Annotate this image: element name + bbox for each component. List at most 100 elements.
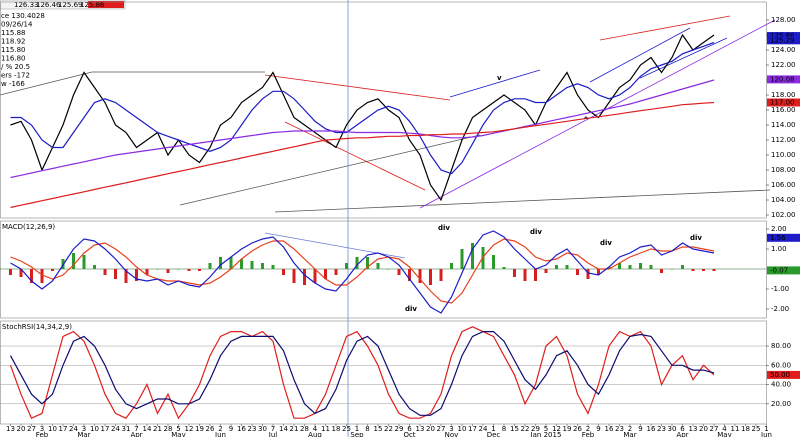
y-tick-label: 108.00 [771, 166, 796, 174]
value-badge-label: 117.00 [770, 99, 795, 107]
panel-frame [0, 220, 767, 319]
x-tick-label: 23 [248, 425, 257, 433]
y-tick-label: 116.00 [771, 106, 796, 114]
y-tick-label: 114.00 [771, 121, 796, 129]
x-tick-label: 13 [6, 425, 15, 433]
histogram-bar [702, 269, 705, 271]
info-label: ce 130.4028 [1, 12, 45, 20]
x-tick-label: 11 [731, 425, 740, 433]
trendline [284, 121, 426, 191]
y-tick-label: 2.00 [771, 225, 787, 233]
series-line [10, 33, 715, 202]
histogram-bar [681, 265, 684, 269]
quote-swatch [88, 1, 124, 8]
histogram-bar [555, 265, 558, 269]
histogram-bar [313, 269, 317, 283]
x-tick-label: 20 [699, 425, 708, 433]
month-label: Nov [445, 431, 459, 437]
x-tick-label: 20 [426, 425, 435, 433]
histogram-bar [376, 263, 380, 269]
x-tick-label: 29 [531, 425, 540, 433]
histogram-bar [250, 261, 254, 269]
histogram-bar [597, 269, 600, 275]
x-tick-label: 22 [384, 425, 393, 433]
x-tick-label: 2 [218, 425, 222, 433]
trendline [419, 19, 776, 209]
x-tick-label: 23 [657, 425, 666, 433]
quote-value: 126.46 [36, 1, 61, 9]
histogram-bar [460, 249, 464, 269]
histogram-bar [187, 269, 191, 271]
y-tick-label: -2.00 [771, 305, 789, 313]
x-tick-label: 8 [502, 425, 506, 433]
series-line [10, 79, 715, 179]
info-label: 118.92 [1, 38, 26, 46]
histogram-bar [282, 269, 285, 275]
month-label: May [717, 431, 731, 437]
x-tick-label: 14 [279, 425, 288, 433]
month-label: May [171, 431, 185, 437]
histogram-bar [712, 269, 716, 271]
trendline [264, 74, 451, 101]
histogram-bar [40, 269, 44, 283]
x-tick-label: 23 [615, 425, 624, 433]
y-tick-label: 124.00 [771, 46, 796, 54]
y-tick-label: 110.00 [771, 151, 796, 159]
x-tick-label: 17 [101, 425, 110, 433]
x-tick-label: 28 [164, 425, 173, 433]
trendline [449, 69, 541, 98]
histogram-bar [586, 269, 590, 279]
x-tick-label: 9 [229, 425, 233, 433]
x-tick-label: 10 [458, 425, 467, 433]
x-tick-label: 1 [491, 425, 495, 433]
x-tick-label: 1 [355, 425, 359, 433]
x-tick-label: 24 [111, 425, 120, 433]
y-tick-label: 102.00 [771, 211, 796, 219]
month-label: Jul [268, 431, 278, 437]
x-tick-label: 9 [638, 425, 642, 433]
histogram-bar [198, 269, 201, 271]
quote-value: 126.33 [14, 1, 39, 9]
value-badge [767, 370, 800, 379]
value-badge [767, 36, 800, 45]
x-tick-label: 19 [563, 425, 572, 433]
histogram-bar [618, 263, 621, 269]
histogram-bar [177, 269, 180, 270]
trendline [179, 134, 481, 206]
x-tick-label: 28 [300, 425, 309, 433]
x-tick-label: 3 [449, 425, 453, 433]
x-tick-label: 7 [271, 425, 275, 433]
histogram-bar [387, 269, 390, 270]
x-tick-label: 24 [479, 425, 488, 433]
value-badge [767, 98, 800, 107]
x-tick-label: 25 [342, 425, 351, 433]
y-tick-label: 128.00 [771, 16, 796, 24]
y-tick-label: 104.00 [771, 196, 796, 204]
x-tick-label: 13 [689, 425, 698, 433]
histogram-bar [607, 267, 611, 269]
trendline [589, 27, 691, 83]
x-tick-label: 9 [596, 425, 600, 433]
value-badge-label: 125.86 [770, 32, 795, 40]
y-tick-label: 122.00 [771, 61, 796, 69]
quote-value: 125.86 [80, 1, 105, 9]
histogram-bar [691, 269, 695, 271]
trendline [0, 71, 93, 96]
month-label: Oct [403, 431, 415, 437]
histogram-bar [397, 269, 401, 275]
histogram-bar [124, 269, 128, 283]
x-tick-label: 10 [48, 425, 57, 433]
quote-box: 126.33 126.46 125.69 125.86 [0, 0, 126, 10]
histogram-bar [82, 255, 86, 269]
histogram-bar [576, 269, 579, 275]
histogram-bar [345, 263, 348, 269]
series-line [10, 230, 715, 314]
x-tick-label: 27 [710, 425, 719, 433]
histogram-bar [166, 269, 170, 273]
x-tick-label: 6 [407, 425, 412, 433]
panel-title: MACD(12,26,9) [2, 223, 55, 231]
x-tick-label: 16 [605, 425, 614, 433]
x-tick-label: 10 [90, 425, 99, 433]
